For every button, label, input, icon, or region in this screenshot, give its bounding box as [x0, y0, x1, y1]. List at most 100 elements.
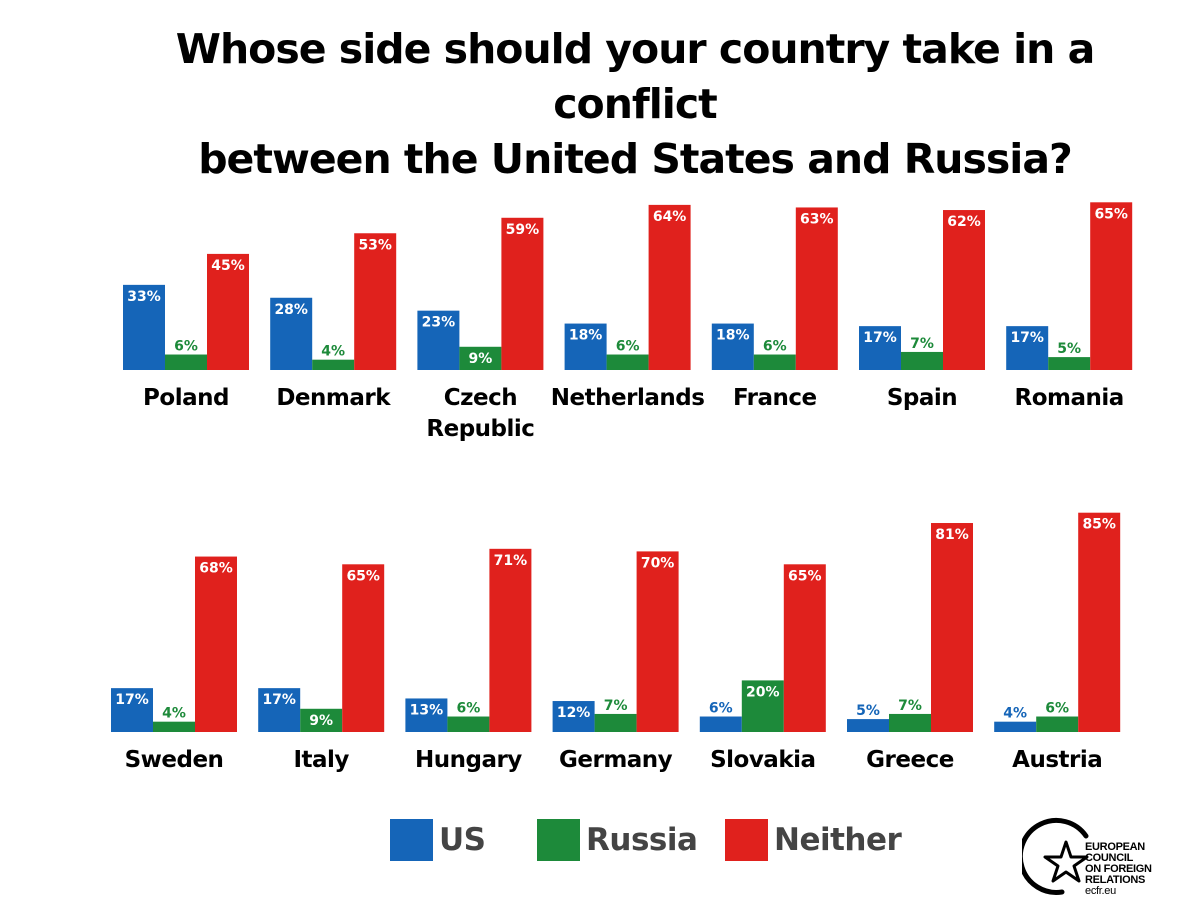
data-label-france-russia: 6%: [763, 339, 787, 355]
data-label-denmark-russia: 4%: [321, 344, 345, 360]
ecfr-star-icon: [1017, 817, 1089, 895]
bar-romania-neither: [1090, 202, 1133, 370]
legend-label-neither: Neither: [774, 822, 902, 858]
bar-spain-us: [859, 326, 901, 370]
data-label-romania-neither: 65%: [1094, 206, 1128, 222]
data-label-france-us: 18%: [716, 328, 750, 344]
data-label-austria-us: 4%: [1003, 706, 1027, 722]
data-label-italy-neither: 65%: [346, 568, 380, 584]
bar-netherlands-us: [564, 323, 607, 370]
data-label-slovakia-neither: 65%: [788, 568, 822, 584]
chart-title-line-2: between the United States and Russia?: [198, 135, 1073, 183]
data-label-slovakia-us: 6%: [709, 701, 733, 717]
bar-france-us: [711, 323, 754, 370]
legend-item-us: US: [390, 818, 486, 862]
bar-hungary-russia: [447, 716, 490, 732]
bar-slovakia-russia: [741, 680, 784, 732]
legend-label-russia: Russia: [586, 822, 698, 858]
logo-line-4: RELATIONS: [1085, 874, 1146, 886]
chart-title-line-1: Whose side should your country take in a…: [175, 25, 1096, 128]
bar-czech-republic-russia: [459, 346, 502, 370]
bar-slovakia-us: [699, 716, 742, 732]
bar-france-russia: [753, 354, 796, 370]
bar-romania-us: [1006, 326, 1049, 370]
bar-spain-neither: [943, 210, 985, 370]
country-label-slovakia: Slovakia: [710, 747, 815, 773]
bar-czech-republic-neither: [501, 217, 544, 370]
data-label-denmark-neither: 53%: [358, 237, 392, 253]
data-label-hungary-neither: 71%: [494, 553, 528, 569]
bar-romania-russia: [1048, 357, 1091, 370]
bar-czech-republic-us: [417, 310, 460, 370]
legend-label-us: US: [439, 822, 486, 858]
bar-sweden-neither: [195, 556, 237, 732]
bar-netherlands-russia: [606, 354, 649, 370]
data-label-austria-russia: 6%: [1045, 701, 1069, 717]
data-label-czech-republic-neither: 59%: [506, 222, 540, 238]
data-label-romania-us: 17%: [1010, 330, 1044, 346]
legend-item-russia: Russia: [537, 818, 698, 862]
data-label-slovakia-russia: 20%: [746, 684, 780, 700]
country-label-czech-republic: Republic: [426, 416, 534, 442]
data-label-hungary-us: 13%: [410, 702, 444, 718]
data-label-poland-us: 33%: [127, 289, 161, 305]
data-label-sweden-russia: 4%: [162, 706, 186, 722]
bar-poland-us: [123, 284, 165, 370]
logo-url: ecfr.eu: [1085, 885, 1116, 897]
bar-hungary-us: [405, 698, 448, 732]
bar-denmark-neither: [354, 233, 397, 370]
data-label-romania-russia: 5%: [1057, 341, 1081, 357]
country-label-netherlands: Netherlands: [551, 385, 705, 411]
legend-swatch-us: [390, 819, 433, 861]
legend-swatch-russia: [537, 819, 580, 861]
data-label-spain-russia: 7%: [910, 336, 934, 352]
data-label-czech-republic-russia: 9%: [469, 351, 493, 367]
country-label-sweden: Sweden: [125, 747, 224, 773]
data-label-germany-russia: 7%: [604, 698, 628, 714]
bar-austria-russia: [1036, 716, 1079, 732]
data-label-italy-russia: 9%: [309, 713, 333, 729]
data-label-greece-russia: 7%: [898, 698, 922, 714]
bar-spain-russia: [901, 351, 943, 370]
data-label-poland-neither: 45%: [211, 258, 245, 274]
data-label-sweden-us: 17%: [115, 692, 149, 708]
country-label-romania: Romania: [1015, 385, 1124, 411]
data-label-germany-neither: 70%: [641, 555, 675, 571]
data-label-austria-neither: 85%: [1082, 517, 1116, 533]
logo-line-1: EUROPEAN: [1085, 841, 1145, 853]
data-label-netherlands-us: 18%: [569, 328, 603, 344]
bar-austria-us: [994, 721, 1037, 732]
bar-greece-russia: [889, 713, 931, 732]
bar-chart: 33% 6% 45% Poland 28% 4% 53% Denmark 23% 9% 59% Cze…: [111, 202, 1133, 773]
ecfr-logo: EUROPEAN COUNCIL ON FOREIGN RELATIONS ec…: [1017, 808, 1192, 908]
country-label-germany: Germany: [559, 747, 673, 773]
data-label-greece-neither: 81%: [935, 527, 969, 543]
legend-swatch-neither: [725, 819, 768, 861]
bar-hungary-neither: [489, 548, 532, 732]
country-label-hungary: Hungary: [415, 747, 522, 773]
data-label-france-neither: 63%: [800, 211, 834, 227]
data-label-spain-us: 17%: [863, 330, 897, 346]
bar-italy-us: [258, 688, 301, 732]
bar-slovakia-neither: [783, 564, 826, 732]
bar-italy-russia: [300, 708, 343, 732]
legend-item-neither: Neither: [725, 818, 902, 862]
bar-germany-us: [552, 701, 595, 732]
bar-austria-neither: [1078, 512, 1121, 732]
bar-france-neither: [795, 207, 838, 370]
ecfr-logo-text: EUROPEAN COUNCIL ON FOREIGN RELATIONS ec…: [1085, 842, 1152, 897]
country-label-france: France: [733, 385, 817, 411]
country-label-czech-republic: Czech: [444, 385, 517, 411]
logo-line-2: COUNCIL: [1085, 852, 1134, 864]
country-label-austria: Austria: [1012, 747, 1102, 773]
bar-germany-russia: [594, 713, 637, 732]
bar-denmark-russia: [312, 359, 355, 370]
bar-italy-neither: [342, 564, 385, 732]
bar-poland-russia: [165, 354, 207, 370]
bar-greece-neither: [931, 523, 973, 732]
data-label-spain-neither: 62%: [947, 214, 981, 230]
country-label-poland: Poland: [143, 385, 229, 411]
data-label-italy-us: 17%: [262, 692, 296, 708]
bar-denmark-us: [270, 297, 313, 370]
bar-netherlands-neither: [648, 204, 691, 370]
